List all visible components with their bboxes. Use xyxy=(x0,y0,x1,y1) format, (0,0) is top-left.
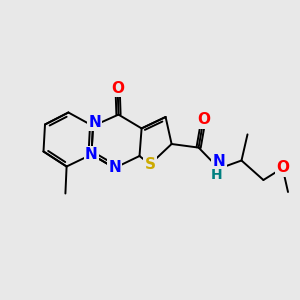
Text: N: N xyxy=(85,147,98,162)
Text: O: O xyxy=(111,81,124,96)
Text: O: O xyxy=(197,112,210,128)
Text: S: S xyxy=(145,157,155,172)
Text: N: N xyxy=(88,115,101,130)
Text: O: O xyxy=(276,160,289,175)
Text: H: H xyxy=(211,168,222,182)
Text: N: N xyxy=(213,154,225,169)
Text: N: N xyxy=(108,160,121,175)
